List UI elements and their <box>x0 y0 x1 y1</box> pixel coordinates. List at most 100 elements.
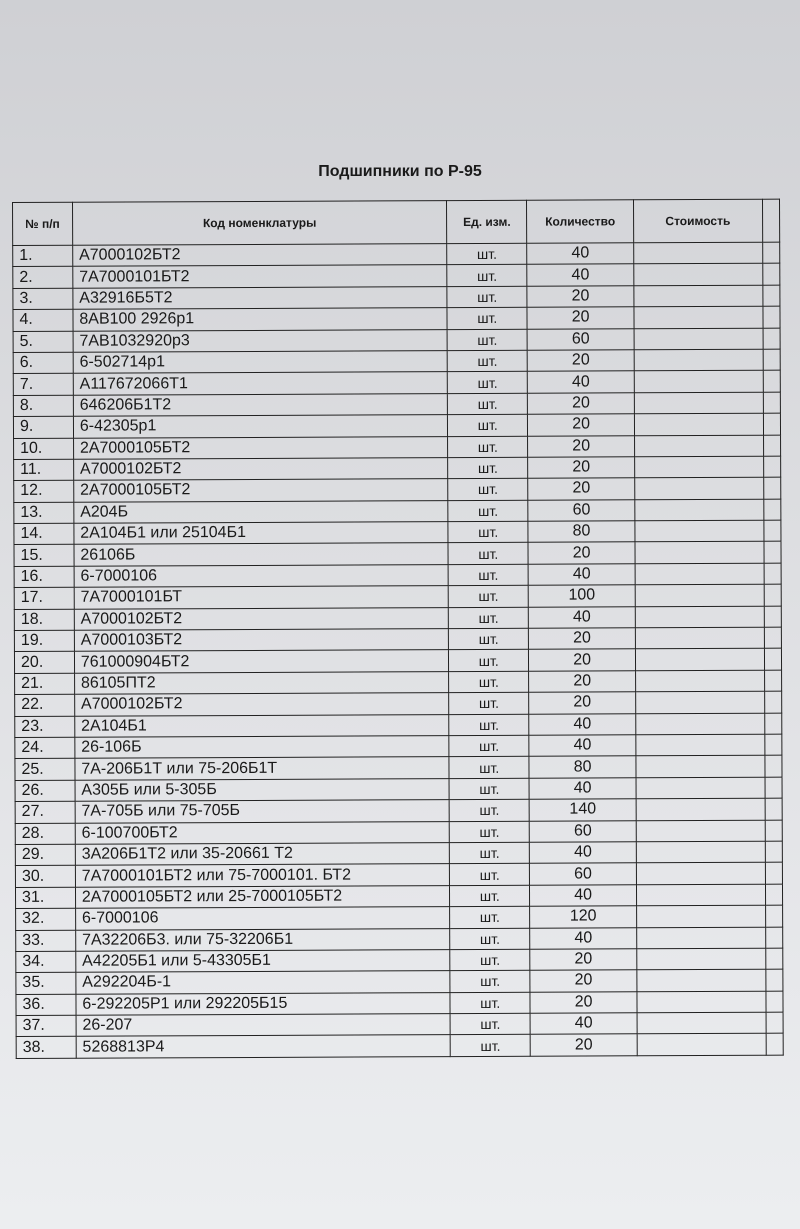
cell-qty: 60 <box>529 820 637 843</box>
cell-extra <box>763 391 781 414</box>
cell-extra <box>764 691 782 713</box>
cell-cost <box>633 285 763 307</box>
cell-unit: шт. <box>447 307 528 330</box>
cell-num: 34. <box>15 951 76 973</box>
cell-num: 10. <box>13 437 74 460</box>
cell-cost <box>633 327 763 350</box>
cell-code: 7АВ1032920р3 <box>72 329 448 353</box>
cell-code: 6-7000106 <box>75 906 450 930</box>
cell-cost <box>634 391 764 414</box>
cell-cost <box>635 648 765 671</box>
cell-num: 1. <box>12 245 73 267</box>
cell-extra <box>763 584 782 606</box>
cell-code: А7000102БТ2 <box>72 243 447 267</box>
cell-cost <box>635 755 765 778</box>
cell-qty: 40 <box>530 927 637 950</box>
cell-num: 31. <box>15 886 76 909</box>
cell-extra <box>764 669 782 692</box>
cell-qty: 20 <box>527 456 635 479</box>
cell-qty: 60 <box>527 328 635 351</box>
cell-code: 646206Б1Т2 <box>73 393 448 417</box>
bearings-table: № п/п Код номенклатуры Ед. изм. Количест… <box>12 199 784 1059</box>
cell-unit: шт. <box>450 991 531 1014</box>
header-num: № п/п <box>12 202 73 246</box>
cell-cost <box>636 948 766 971</box>
cell-unit: шт. <box>449 863 530 886</box>
cell-cost <box>634 477 764 500</box>
cell-num: 14. <box>13 523 74 545</box>
cell-cost <box>634 370 764 393</box>
cell-extra <box>765 1033 784 1056</box>
cell-cost <box>636 1033 766 1056</box>
cell-extra <box>762 349 781 371</box>
cell-cost <box>636 819 765 842</box>
cell-qty: 40 <box>528 563 636 586</box>
cell-extra <box>764 755 783 777</box>
cell-extra <box>763 498 781 521</box>
cell-num: 16. <box>14 566 75 588</box>
cell-qty: 100 <box>528 585 636 607</box>
cell-num: 19. <box>14 630 75 652</box>
cell-num: 35. <box>15 972 76 995</box>
cell-qty: 40 <box>527 371 635 393</box>
cell-unit: шт. <box>448 521 529 544</box>
cell-unit: шт. <box>448 606 529 629</box>
cell-cost <box>633 263 763 286</box>
cell-extra <box>762 306 781 328</box>
cell-code: А305Б или 5-305Б <box>74 778 450 802</box>
cell-extra <box>764 712 782 735</box>
header-extra <box>762 199 780 243</box>
table-row: 38. 5268813Р4 шт. 20 <box>16 1033 784 1059</box>
cell-extra <box>763 605 782 628</box>
cell-code: А117672066Т1 <box>73 371 448 395</box>
header-code: Код номенклатуры <box>72 200 447 246</box>
cell-extra <box>763 477 781 499</box>
cell-qty: 140 <box>529 798 637 821</box>
cell-num: 3. <box>12 288 73 310</box>
cell-unit: шт. <box>448 671 529 693</box>
cell-unit: шт. <box>450 970 531 993</box>
cell-code: 761000904БТ2 <box>74 650 449 674</box>
cell-code: А7000102БТ2 <box>74 607 449 631</box>
cell-extra <box>762 263 780 286</box>
cell-num: 27. <box>15 801 76 824</box>
cell-unit: шт. <box>447 286 528 308</box>
cell-num: 2. <box>12 266 73 289</box>
cell-code: 7А7000101БТ2 <box>72 264 448 289</box>
cell-num: 15. <box>13 544 74 567</box>
cell-code: 86105ПТ2 <box>74 671 449 695</box>
cell-code: 3А206Б1Т2 или 35-20661 Т2 <box>75 842 450 866</box>
cell-cost <box>636 926 766 949</box>
cell-num: 17. <box>14 587 75 610</box>
cell-extra <box>763 434 781 457</box>
cell-qty: 120 <box>529 905 637 928</box>
cell-unit: шт. <box>448 542 529 565</box>
cell-unit: шт. <box>447 457 529 479</box>
cell-num: 18. <box>14 608 75 631</box>
cell-cost <box>636 862 766 885</box>
cell-unit: шт. <box>448 564 529 586</box>
cell-unit: шт. <box>447 435 528 458</box>
cell-qty: 20 <box>530 1034 638 1057</box>
cell-extra <box>762 284 780 307</box>
cell-num: 37. <box>16 1015 76 1037</box>
cell-qty: 20 <box>527 306 634 329</box>
cell-cost <box>634 541 764 564</box>
cell-num: 13. <box>13 501 74 524</box>
cell-code: 6-292205Р1 или 292205Б15 <box>75 992 451 1016</box>
cell-unit: шт. <box>448 628 529 651</box>
cell-extra <box>763 413 781 435</box>
table-header-row: № п/п Код номенклатуры Ед. изм. Количест… <box>12 199 780 246</box>
cell-extra <box>764 819 783 842</box>
cell-unit: шт. <box>449 906 531 929</box>
cell-qty: 40 <box>527 242 634 265</box>
cell-cost <box>635 734 765 757</box>
cell-num: 36. <box>15 993 76 1016</box>
cell-code: 6-100700БТ2 <box>75 821 450 845</box>
document-title: Подшипники по Р-95 <box>318 163 482 180</box>
cell-qty: 20 <box>527 349 635 372</box>
cell-unit: шт. <box>449 820 530 843</box>
cell-unit: шт. <box>447 371 528 394</box>
header-cost: Стоимость <box>633 199 763 243</box>
cell-unit: шт. <box>447 350 528 372</box>
